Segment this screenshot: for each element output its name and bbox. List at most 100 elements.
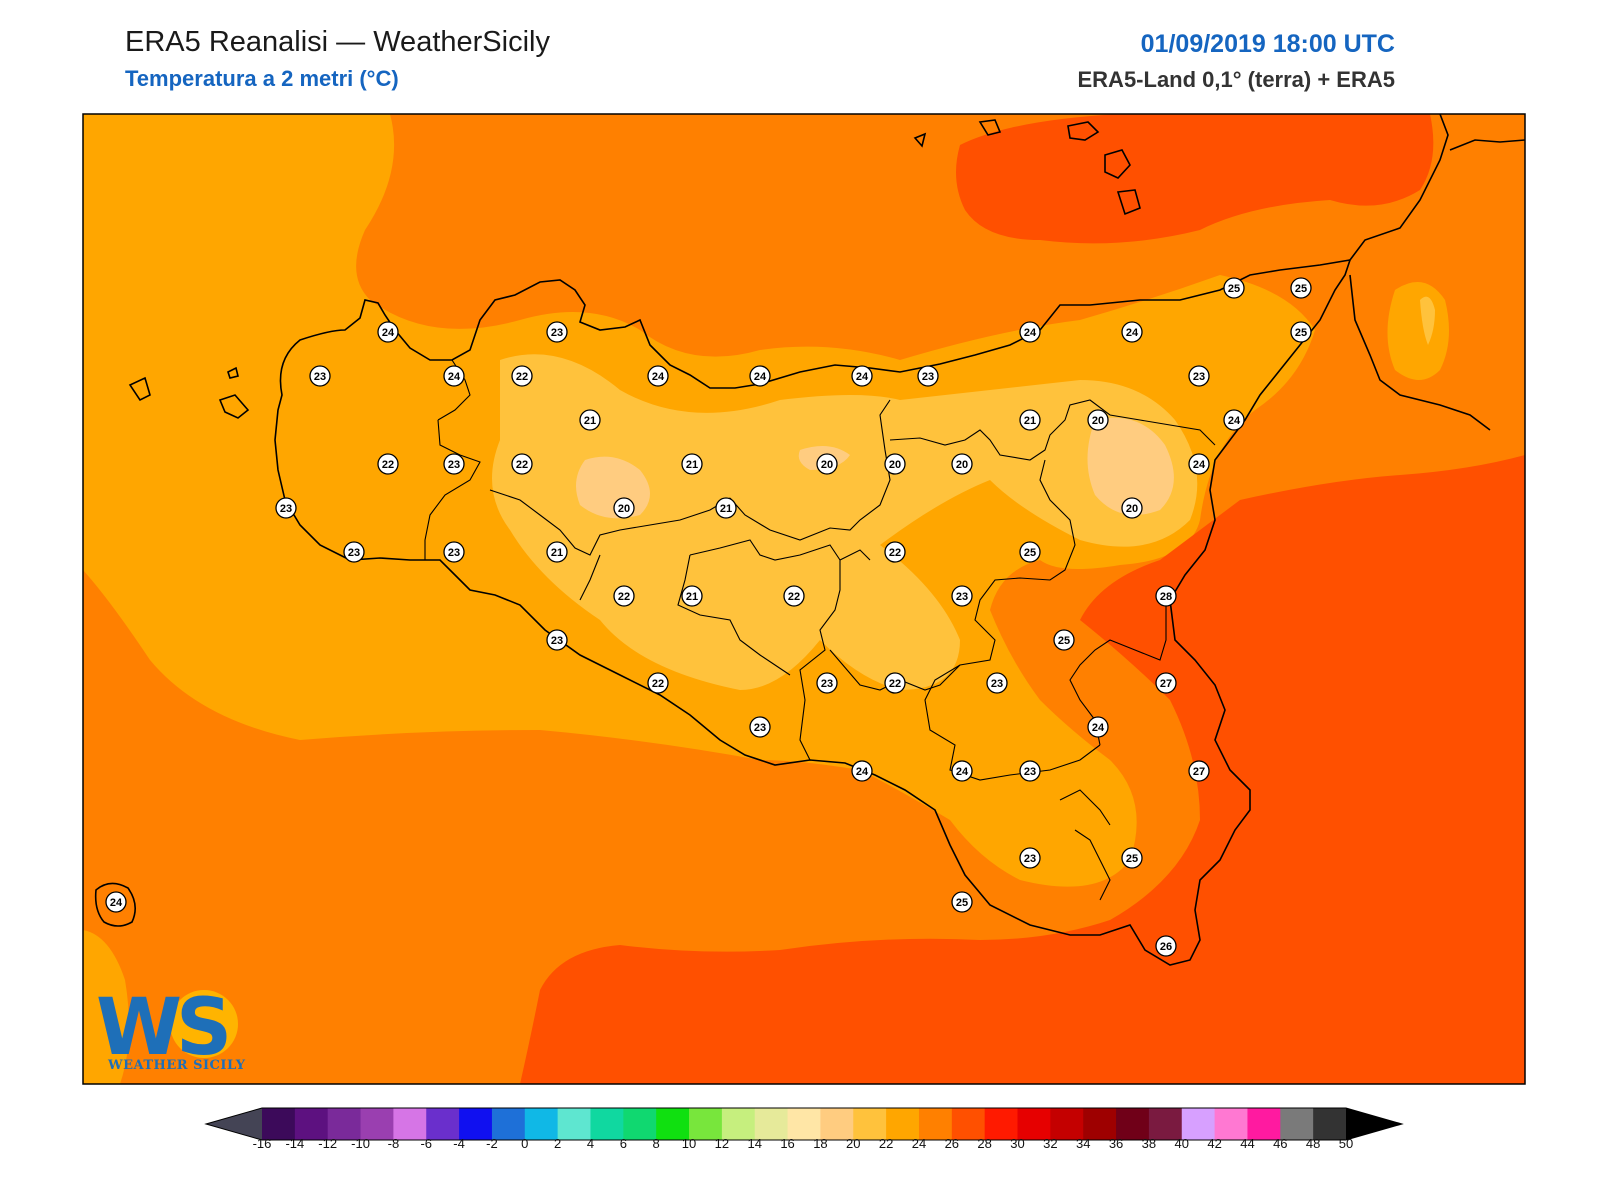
station-circle (1121, 847, 1143, 869)
station-value: 20 (618, 503, 630, 515)
station-value: 27 (1160, 678, 1172, 690)
station-marker: 24 (1087, 716, 1109, 738)
station-circle (1223, 277, 1245, 299)
station-circle (613, 497, 635, 519)
map-subtitle: Temperatura a 2 metri (°C) (125, 66, 399, 91)
colorbar-swatch (557, 1108, 591, 1140)
colorbar-tick-label: 22 (878, 1136, 894, 1151)
colorbar-under-arrow (206, 1108, 262, 1140)
station-circle (1290, 321, 1312, 343)
station-marker: 23 (749, 716, 771, 738)
station-value: 22 (788, 591, 800, 603)
station-circle (1188, 365, 1210, 387)
station-circle (816, 672, 838, 694)
colorbar-over-arrow (1346, 1108, 1402, 1140)
colorbar-swatch (524, 1108, 559, 1140)
station-circle (647, 672, 669, 694)
station-value: 23 (991, 678, 1003, 690)
station-marker: 23 (1019, 847, 1041, 869)
station-value: 24 (956, 766, 969, 778)
colorbar-tick-label: 26 (944, 1136, 960, 1151)
station-marker: 23 (986, 672, 1008, 694)
station-marker: 20 (816, 453, 838, 475)
station-value: 24 (382, 327, 395, 339)
map-frame (82, 113, 1526, 1085)
colorbar-tick-label: -6 (420, 1136, 433, 1151)
station-circle (443, 541, 465, 563)
station-circle (1290, 277, 1312, 299)
valid-datetime: 01/09/2019 18:00 UTC (1140, 30, 1395, 58)
station-value: 24 (1126, 327, 1139, 339)
station-value: 25 (1295, 283, 1307, 295)
station-circle (647, 365, 669, 387)
station-value: 23 (551, 635, 563, 647)
station-value: 27 (1193, 766, 1205, 778)
station-value: 23 (314, 371, 326, 383)
ustica-island (227, 366, 239, 379)
station-marker: 21 (579, 409, 601, 431)
colorbar-swatch (459, 1108, 493, 1140)
station-value: 22 (618, 591, 630, 603)
station-circle (681, 453, 703, 475)
station-circle (1155, 935, 1177, 957)
colorbar-swatch (294, 1108, 329, 1140)
station-circle (1188, 453, 1210, 475)
calabria-coast (1349, 113, 1526, 431)
station-marker: 27 (1155, 672, 1177, 694)
station-circle (377, 453, 399, 475)
station-value: 23 (821, 678, 833, 690)
station-marker: 24 (951, 760, 973, 782)
station-value: 28 (1160, 591, 1172, 603)
station-marker: 23 (816, 672, 838, 694)
colorbar (204, 1107, 1404, 1141)
station-circle (1019, 409, 1041, 431)
station-value: 24 (1193, 459, 1206, 471)
station-marker: 23 (443, 541, 465, 563)
station-circle (1188, 760, 1210, 782)
colorbar-outline (204, 1107, 1404, 1141)
station-circle (851, 365, 873, 387)
colorbar-tick-label: 6 (619, 1136, 627, 1151)
station-marker: 23 (1019, 760, 1041, 782)
station-circle (546, 321, 568, 343)
colorbar-swatch (689, 1108, 723, 1140)
station-circle (1053, 629, 1075, 651)
colorbar-tick-label: 16 (780, 1136, 795, 1151)
colorbar-swatch (656, 1108, 690, 1140)
station-marker: 24 (851, 365, 873, 387)
station-circle (951, 891, 973, 913)
station-circle (546, 629, 568, 651)
colorbar-swatch (1313, 1108, 1347, 1140)
colorbar-swatch (623, 1108, 657, 1140)
coastlines (94, 113, 1526, 966)
colorbar-tick-label: 2 (554, 1136, 562, 1151)
station-circle (546, 541, 568, 563)
station-marker: 25 (1290, 277, 1312, 299)
station-value: 24 (652, 371, 665, 383)
colorbar-tick-label: -8 (387, 1136, 400, 1151)
band-28-30-northeast (956, 114, 1434, 244)
station-marker: 24 (1121, 321, 1143, 343)
station-marker: 23 (309, 365, 331, 387)
colorbar-swatch (721, 1108, 756, 1140)
station-value: 22 (652, 678, 664, 690)
station-marker: 23 (275, 497, 297, 519)
station-circle (275, 497, 297, 519)
map-title: ERA5 Reanalisi — WeatherSicily (125, 26, 550, 58)
colorbar-swatch (262, 1108, 296, 1140)
station-value: 21 (551, 547, 563, 559)
station-marker: 21 (715, 497, 737, 519)
colorbar-tick-label: 14 (747, 1136, 762, 1151)
station-marker: 25 (1053, 629, 1075, 651)
station-value: 23 (1024, 853, 1036, 865)
sicily-coastline (274, 258, 1352, 966)
station-circle (1019, 541, 1041, 563)
colorbar-tick-label: 18 (813, 1136, 828, 1151)
colorbar-swatch (426, 1108, 460, 1140)
station-marker: 26 (1155, 935, 1177, 957)
station-marker: 25 (1121, 847, 1143, 869)
station-value: 21 (584, 415, 596, 427)
station-marker: 24 (105, 891, 127, 913)
station-circle (951, 585, 973, 607)
